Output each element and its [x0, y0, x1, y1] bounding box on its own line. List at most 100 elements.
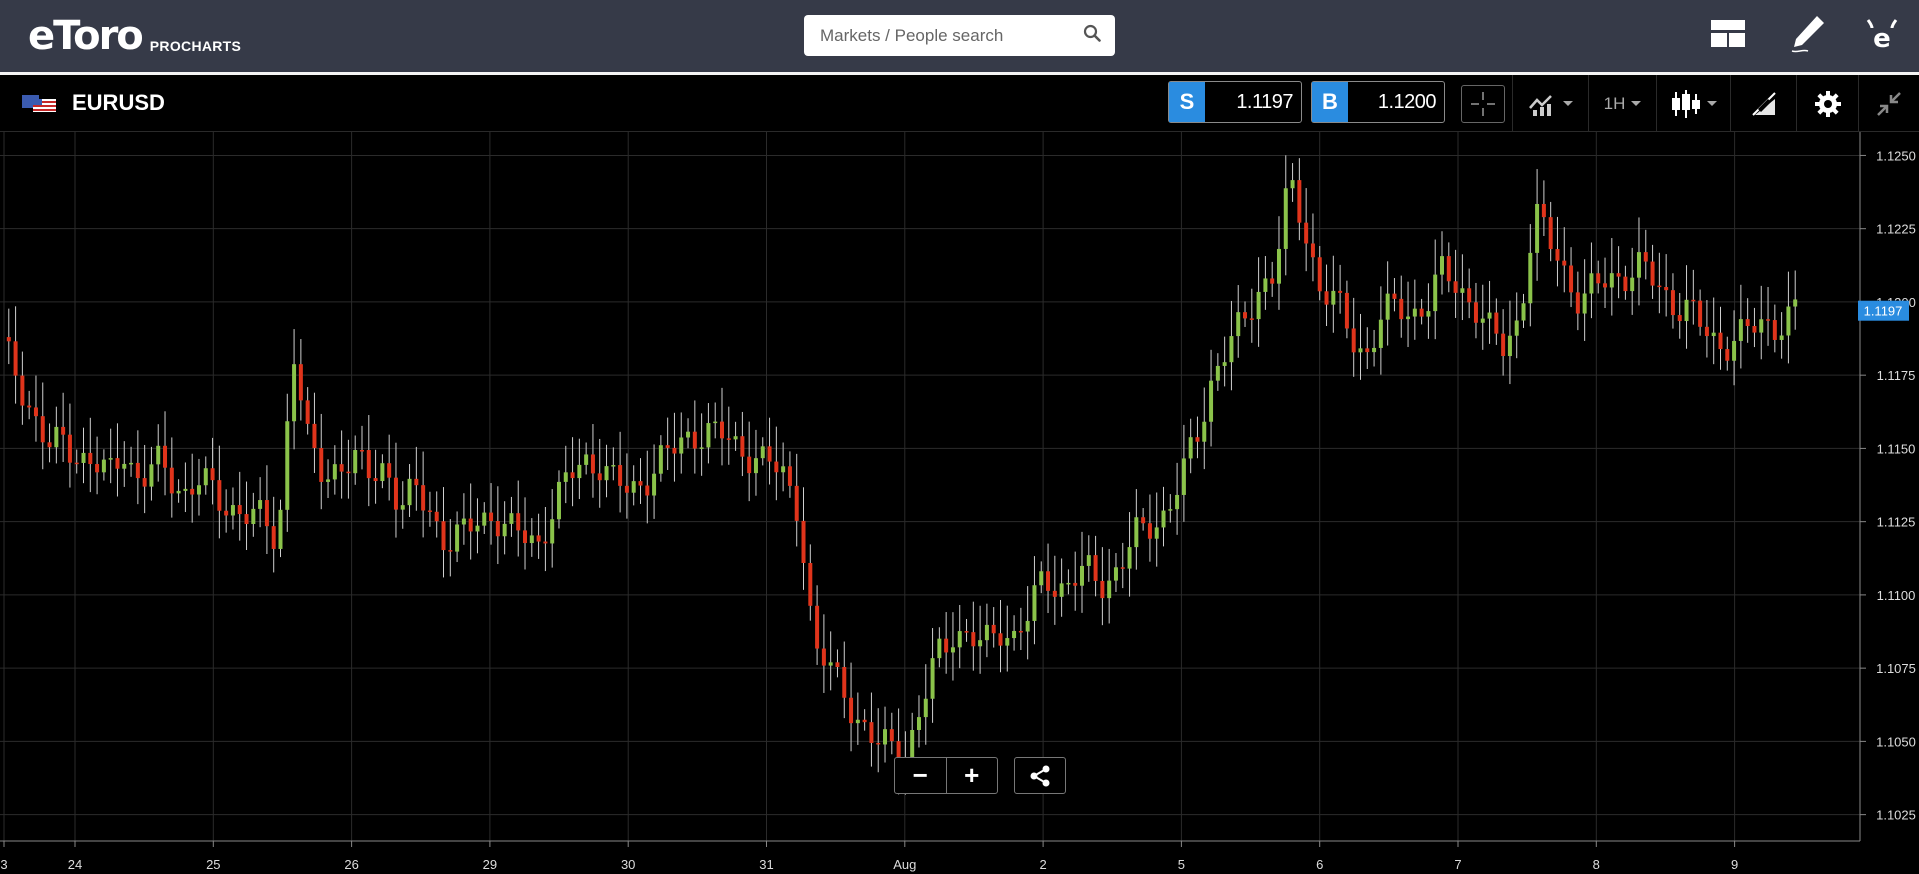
candle-down	[849, 697, 854, 724]
candle-down	[543, 541, 548, 544]
drawing-tools-icon	[1751, 91, 1776, 116]
candle-down	[720, 421, 724, 439]
candle-down	[815, 605, 820, 649]
candle-up	[1175, 494, 1180, 510]
candle-down	[393, 477, 398, 510]
candle-down	[1752, 326, 1757, 333]
price-axis: 1.12501.12251.12001.11751.11501.11251.11…	[1859, 132, 1916, 841]
candle-up	[658, 445, 663, 474]
search-input[interactable]	[818, 24, 1072, 47]
candle-down	[13, 341, 18, 376]
timeframe-selector[interactable]: 1H	[1588, 75, 1656, 132]
candle-up	[1426, 311, 1431, 317]
candle-up	[1012, 630, 1017, 639]
candle-down	[1548, 217, 1553, 250]
candle-down	[1772, 320, 1777, 340]
candle-up	[916, 717, 921, 730]
share-button[interactable]	[1014, 757, 1066, 794]
candle-up	[176, 490, 181, 494]
y-tick-label: 1.1250	[1876, 148, 1916, 163]
candle-down	[1100, 580, 1105, 599]
candle-up	[1086, 555, 1091, 566]
candle-up	[400, 505, 405, 510]
candle-down	[835, 662, 840, 668]
y-tick-label: 1.1125	[1877, 515, 1916, 530]
candle-down	[1616, 273, 1621, 277]
candle-up	[1732, 340, 1737, 361]
zoom-in-button[interactable]: +	[945, 758, 998, 793]
candle-down	[1670, 290, 1675, 316]
crosshair-button[interactable]	[1460, 75, 1506, 132]
candle-down	[672, 447, 677, 454]
candle-down	[624, 485, 629, 493]
candle-down	[665, 445, 670, 448]
candle-up	[1025, 620, 1030, 632]
candle-down	[33, 407, 38, 417]
candle-down	[115, 458, 120, 469]
search-icon[interactable]	[1083, 24, 1101, 47]
etoro-logo[interactable]: eToro PROCHARTS	[28, 12, 241, 56]
candle-up	[930, 658, 935, 699]
indicators-button[interactable]	[1512, 75, 1588, 132]
sell-tag: S	[1169, 82, 1205, 122]
candle-down	[971, 632, 976, 647]
candle-down	[1596, 273, 1601, 284]
candle-down	[1657, 285, 1662, 288]
candle-down	[821, 648, 826, 666]
indicators-icon	[1528, 94, 1552, 116]
candle-down	[1310, 243, 1315, 258]
collapse-button[interactable]	[1858, 75, 1919, 132]
candle-down	[645, 485, 650, 496]
candle-up	[258, 500, 263, 509]
drawing-tools-button[interactable]	[1730, 75, 1796, 132]
chevron-down-icon	[1562, 101, 1573, 106]
candle-down	[1046, 571, 1051, 591]
candle-down	[1541, 203, 1546, 218]
candle-down	[1141, 517, 1146, 524]
layout-icon[interactable]	[1708, 14, 1748, 54]
x-tick-label: 29	[483, 857, 497, 872]
zoom-out-button[interactable]: −	[912, 760, 928, 790]
candle-down	[1691, 299, 1696, 302]
instrument-symbol[interactable]: EURUSD	[72, 90, 165, 115]
search-box[interactable]	[804, 15, 1115, 56]
candle-down	[638, 481, 643, 486]
candle-up	[407, 478, 412, 506]
y-tick-label: 1.1150	[1877, 441, 1916, 456]
candle-up	[1786, 306, 1791, 336]
candle-up	[1276, 248, 1281, 284]
candle-up	[652, 473, 657, 496]
candle-up	[828, 662, 833, 666]
candle-down	[1664, 287, 1669, 291]
sell-button[interactable]: S 1.1197	[1168, 81, 1302, 123]
candle-down	[1338, 290, 1343, 293]
candle-down	[1467, 288, 1472, 303]
settings-button[interactable]	[1796, 75, 1858, 132]
candle-up	[1759, 319, 1764, 333]
x-tick-label: 5	[1178, 857, 1185, 872]
candle-down	[244, 514, 249, 524]
candle-up	[455, 524, 460, 552]
candle-up	[937, 638, 942, 659]
candle-down	[1603, 283, 1608, 288]
candle-down	[618, 465, 623, 486]
chart-type-selector[interactable]	[1656, 75, 1730, 132]
candle-up	[1514, 320, 1519, 336]
candle-up	[475, 525, 480, 532]
y-tick-label: 1.1075	[1876, 661, 1916, 676]
candle-down	[495, 521, 500, 537]
candle-down	[1317, 257, 1322, 292]
candle-up	[1507, 335, 1512, 357]
candle-down	[1392, 293, 1397, 299]
candle-down	[767, 446, 772, 462]
candle-up	[1202, 421, 1207, 442]
candle-down	[1270, 278, 1275, 284]
x-tick-label: 3	[0, 857, 7, 872]
price-chart[interactable]: 1.12501.12251.12001.11751.11501.11251.11…	[0, 132, 1919, 874]
buy-button[interactable]: B 1.1200	[1311, 81, 1445, 123]
pencil-icon[interactable]	[1788, 14, 1828, 54]
candle-up	[149, 464, 154, 487]
etoro-profile-icon[interactable]: e	[1862, 14, 1902, 54]
candle-up	[1779, 335, 1784, 340]
candle-up	[584, 454, 589, 465]
